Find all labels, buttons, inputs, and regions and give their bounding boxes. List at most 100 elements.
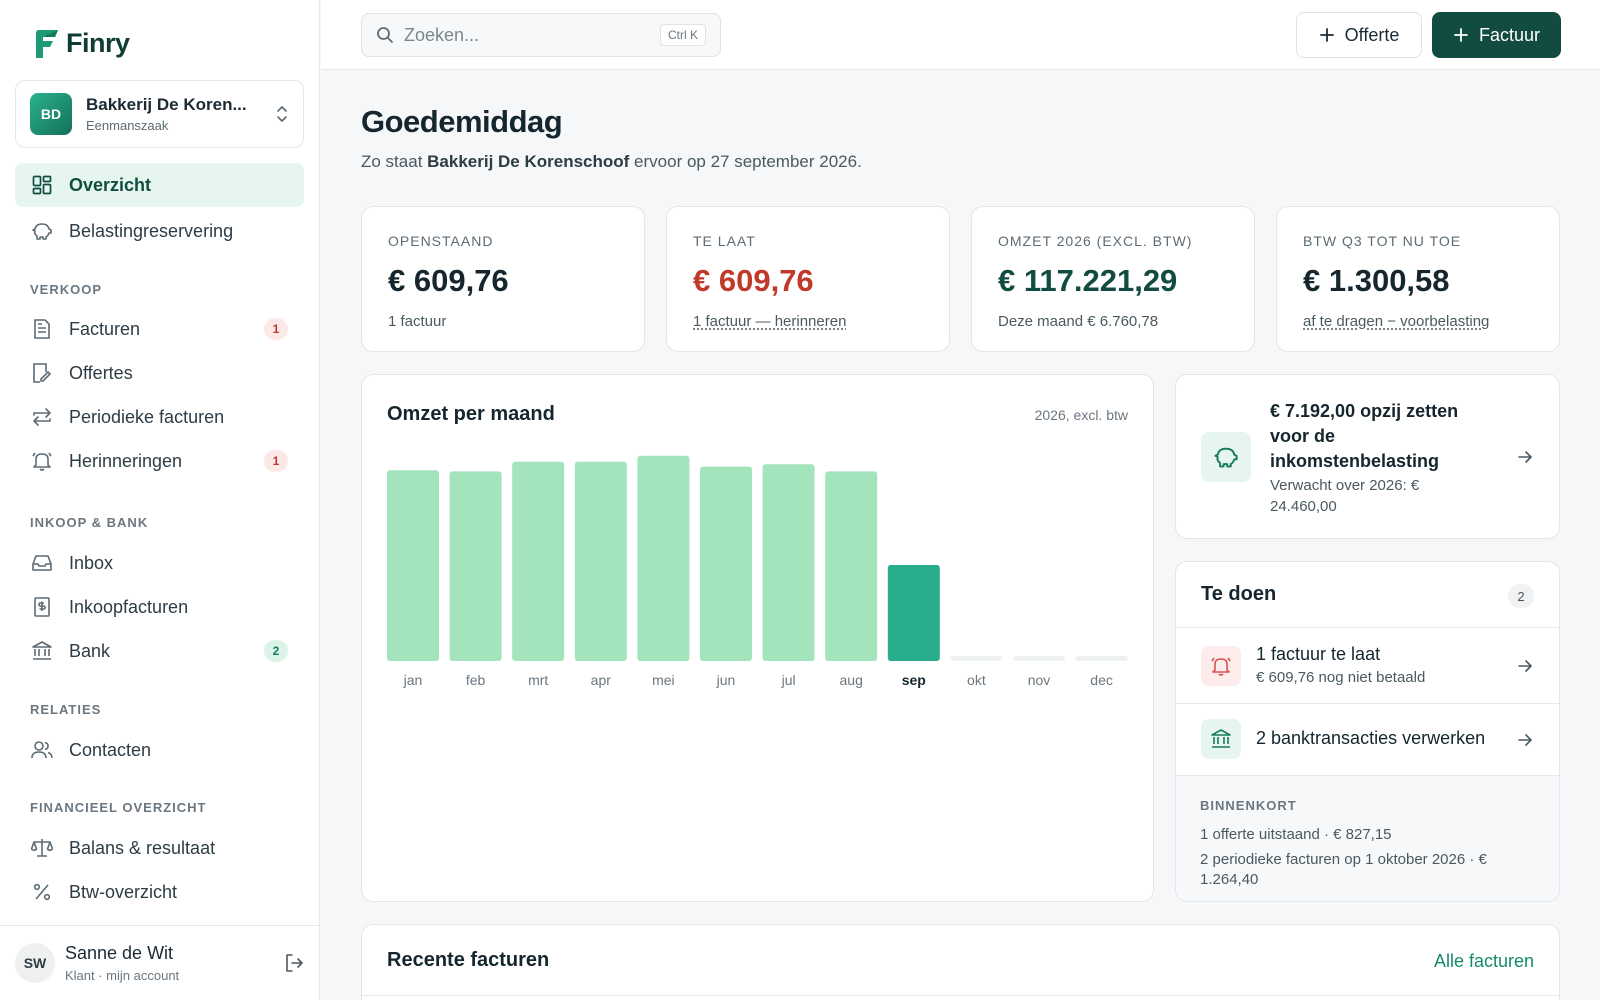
- tick-label-jun: jun: [716, 672, 736, 688]
- todo-item-sub: € 609,76 nog niet betaald: [1256, 669, 1426, 686]
- scale-icon: [31, 837, 53, 859]
- sidebar-item-label: Overzicht: [69, 174, 152, 195]
- receipt-dollar-icon: [31, 596, 53, 618]
- bar-jun[interactable]: [700, 466, 752, 661]
- stat-value: € 609,76: [388, 263, 509, 298]
- sidebar-item-belastingreservering[interactable]: Belastingreservering: [15, 209, 304, 253]
- sidebar-item-label: Facturen: [69, 318, 141, 339]
- inbox-icon: [31, 552, 53, 574]
- dashboard-icon: [31, 174, 53, 196]
- todo-item-title: 1 factuur te laat: [1256, 644, 1381, 664]
- company-switcher[interactable]: BD Bakkerij De Koren... Eenmanszaak: [15, 80, 304, 148]
- bar-mei[interactable]: [637, 455, 690, 661]
- stat-sub-link[interactable]: 1 factuur — herinneren: [693, 313, 847, 330]
- arrow-right-icon: [1518, 660, 1532, 672]
- bar-mrt[interactable]: [512, 461, 565, 661]
- sidebar-item-periodieke-facturen[interactable]: Periodieke facturen: [15, 395, 304, 439]
- todo-item-title: 2 banktransacties verwerken: [1256, 728, 1486, 748]
- nav-section-relaties: RELATIES: [30, 702, 102, 717]
- sidebar-item-herinneringen[interactable]: Herinneringen 1: [15, 439, 304, 483]
- chart-title: Omzet per maand: [387, 403, 555, 425]
- bank-count-badge: 2: [264, 640, 288, 662]
- percent-icon: [31, 881, 53, 903]
- bar-jan[interactable]: [387, 470, 439, 661]
- logout-icon[interactable]: [283, 952, 305, 974]
- stat-sub: Deze maand € 6.760,78: [998, 313, 1159, 330]
- arrow-right-icon: [1518, 734, 1532, 746]
- sidebar-item-label: Belastingreservering: [69, 220, 234, 241]
- bar-sep[interactable]: [887, 565, 940, 661]
- todo-card: Te doen 2 1 factuur te laat € 609,76 nog…: [1175, 561, 1560, 902]
- stat-sub-link[interactable]: af te dragen − voorbelasting: [1303, 313, 1490, 330]
- upcoming-section: BINNENKORT 1 offerte uitstaand · € 827,1…: [1176, 775, 1559, 901]
- user-account[interactable]: SW Sanne de Wit Klant · mijn account: [0, 925, 320, 1000]
- tick-label-sep: sep: [902, 672, 926, 688]
- upcoming-label: BINNENKORT: [1200, 798, 1297, 813]
- tax-reserve-card[interactable]: € 7.192,00 opzij zetten voor de inkomste…: [1175, 374, 1560, 539]
- bar-dec[interactable]: [1075, 656, 1128, 661]
- bell-icon: [31, 450, 53, 472]
- bar-aug[interactable]: [825, 471, 878, 661]
- bar-okt[interactable]: [950, 656, 1003, 661]
- all-invoices-link[interactable]: Alle facturen: [1433, 951, 1534, 971]
- stat-label: OPENSTAAND: [388, 233, 494, 249]
- tick-label-feb: feb: [466, 672, 486, 688]
- upcoming-item: 2 periodieke facturen op 1 oktober 2026 …: [1200, 851, 1487, 888]
- bar-apr[interactable]: [574, 461, 627, 661]
- app-name: Finry: [66, 28, 130, 58]
- new-factuur-label: Factuur: [1478, 24, 1541, 45]
- stat-card-btw-q3[interactable]: BTW Q3 TOT NU TOE € 1.300,58 af te drage…: [1276, 206, 1560, 352]
- new-offerte-label: Offerte: [1344, 24, 1400, 45]
- sidebar-item-inkoopfacturen[interactable]: Inkoopfacturen: [15, 585, 304, 629]
- document-icon: [31, 318, 53, 340]
- stat-value: € 609,76: [693, 263, 814, 298]
- sidebar-item-bank[interactable]: Bank 2: [15, 629, 304, 673]
- stat-value: € 1.300,58: [1303, 263, 1450, 298]
- sidebar-item-label: Btw-overzicht: [69, 881, 178, 902]
- app-logo[interactable]: Finry: [34, 28, 130, 59]
- upcoming-item: 1 offerte uitstaand · € 827,15: [1200, 826, 1392, 843]
- sidebar-item-facturen[interactable]: Facturen 1: [15, 307, 304, 351]
- stat-card-omzet[interactable]: OMZET 2026 (EXCL. BTW) € 117.221,29 Deze…: [971, 206, 1255, 352]
- subtitle-prefix: Zo staat: [361, 152, 428, 171]
- stat-value: € 117.221,29: [998, 263, 1178, 298]
- sidebar-item-btw-overzicht[interactable]: Btw-overzicht: [15, 870, 304, 914]
- new-offerte-button[interactable]: Offerte: [1296, 12, 1422, 58]
- sidebar-item-overzicht[interactable]: Overzicht: [15, 163, 304, 207]
- bar-jul[interactable]: [762, 464, 815, 661]
- sidebar-item-inbox[interactable]: Inbox: [15, 541, 304, 585]
- search-box[interactable]: Ctrl K: [361, 13, 721, 57]
- sidebar-item-label: Inbox: [69, 552, 114, 573]
- todo-item-late-invoice[interactable]: 1 factuur te laat € 609,76 nog niet beta…: [1176, 627, 1559, 703]
- sidebar-item-contacten[interactable]: Contacten: [15, 728, 304, 772]
- revenue-chart-card: jan feb mrt apr mei jun jul aug sep okt nov dec Omz…: [361, 374, 1154, 902]
- company-avatar: BD: [30, 93, 72, 135]
- stat-label: OMZET 2026 (EXCL. BTW): [998, 233, 1193, 249]
- bell-icon: [1201, 646, 1241, 686]
- bar-feb[interactable]: [449, 471, 502, 661]
- search-input[interactable]: [404, 24, 660, 46]
- repeat-icon: [31, 406, 53, 428]
- topbar: Ctrl K Offerte Factuur: [321, 0, 1600, 70]
- chart-note: 2026, excl. btw: [1034, 407, 1128, 423]
- new-factuur-button[interactable]: Factuur: [1432, 12, 1561, 58]
- page-title: Goedemiddag: [361, 104, 563, 139]
- todo-item-bank-transactions[interactable]: 2 banktransacties verwerken: [1176, 703, 1559, 775]
- nav-section-inkoop-bank: INKOOP & BANK: [30, 515, 149, 530]
- subtitle-company: Bakkerij De Korenschoof: [427, 152, 630, 171]
- bar-nov[interactable]: [1013, 656, 1065, 661]
- nav-section-verkoop: VERKOOP: [30, 282, 103, 297]
- tick-label-mrt: mrt: [528, 672, 548, 688]
- sidebar-item-balans-resultaat[interactable]: Balans & resultaat: [15, 826, 304, 870]
- piggy-bank-icon: [1201, 432, 1251, 482]
- sidebar-item-offertes[interactable]: Offertes: [15, 351, 304, 395]
- stat-card-te-laat[interactable]: TE LAAT € 609,76 1 factuur — herinneren: [666, 206, 950, 352]
- sidebar-item-label: Periodieke facturen: [69, 406, 225, 427]
- sidebar-item-label: Contacten: [69, 739, 152, 760]
- recent-invoices-card: Recente facturen Alle facturen: [361, 924, 1560, 1000]
- arrow-right-icon: [1518, 451, 1532, 463]
- page-subtitle: Zo staat Bakkerij De Korenschoof ervoor …: [361, 152, 862, 172]
- stat-card-openstaand[interactable]: OPENSTAAND € 609,76 1 factuur: [361, 206, 645, 352]
- sidebar-item-label: Inkoopfacturen: [69, 596, 189, 617]
- piggy-bank-icon: [31, 220, 53, 242]
